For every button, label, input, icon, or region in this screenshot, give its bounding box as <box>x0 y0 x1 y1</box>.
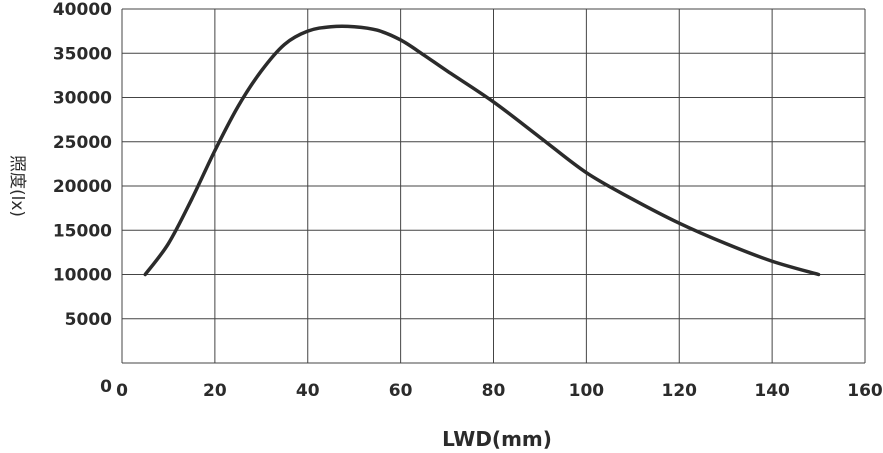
x-tick-label: 60 <box>389 381 413 401</box>
y-axis-label: 照度(lx) <box>7 155 27 217</box>
x-tick-label: 20 <box>203 381 227 401</box>
x-tick-label: 140 <box>754 381 790 401</box>
series-line <box>143 24 821 277</box>
y-tick-label: 5000 <box>65 310 112 330</box>
x-tick-label: 80 <box>482 381 506 401</box>
y-tick-label: 35000 <box>53 44 112 64</box>
x-tick-label: 100 <box>569 381 605 401</box>
y-tick-label: 15000 <box>53 221 112 241</box>
y-tick-labels: 0 5000 10000 15000 20000 25000 30000 35000 40000 <box>53 0 112 397</box>
y-axis-label-text: 照度(lx) <box>7 155 27 217</box>
y-tick-label: 40000 <box>53 0 112 20</box>
x-tick-label: 120 <box>662 381 698 401</box>
x-tick-label: 0 <box>116 381 128 401</box>
x-tick-label: 160 <box>847 381 883 401</box>
y-tick-label: 10000 <box>53 266 112 286</box>
grid <box>121 8 866 364</box>
x-tick-labels: 0 20 40 60 80 100 120 140 160 <box>116 381 883 401</box>
x-tick-label: 40 <box>296 381 320 401</box>
series-layer <box>143 24 821 277</box>
y-tick-label: 30000 <box>53 89 112 109</box>
y-tick-label: 25000 <box>53 133 112 153</box>
y-tick-label: 0 <box>100 377 112 397</box>
x-axis-label: LWD(mm) <box>442 427 552 451</box>
y-tick-label: 20000 <box>53 177 112 197</box>
